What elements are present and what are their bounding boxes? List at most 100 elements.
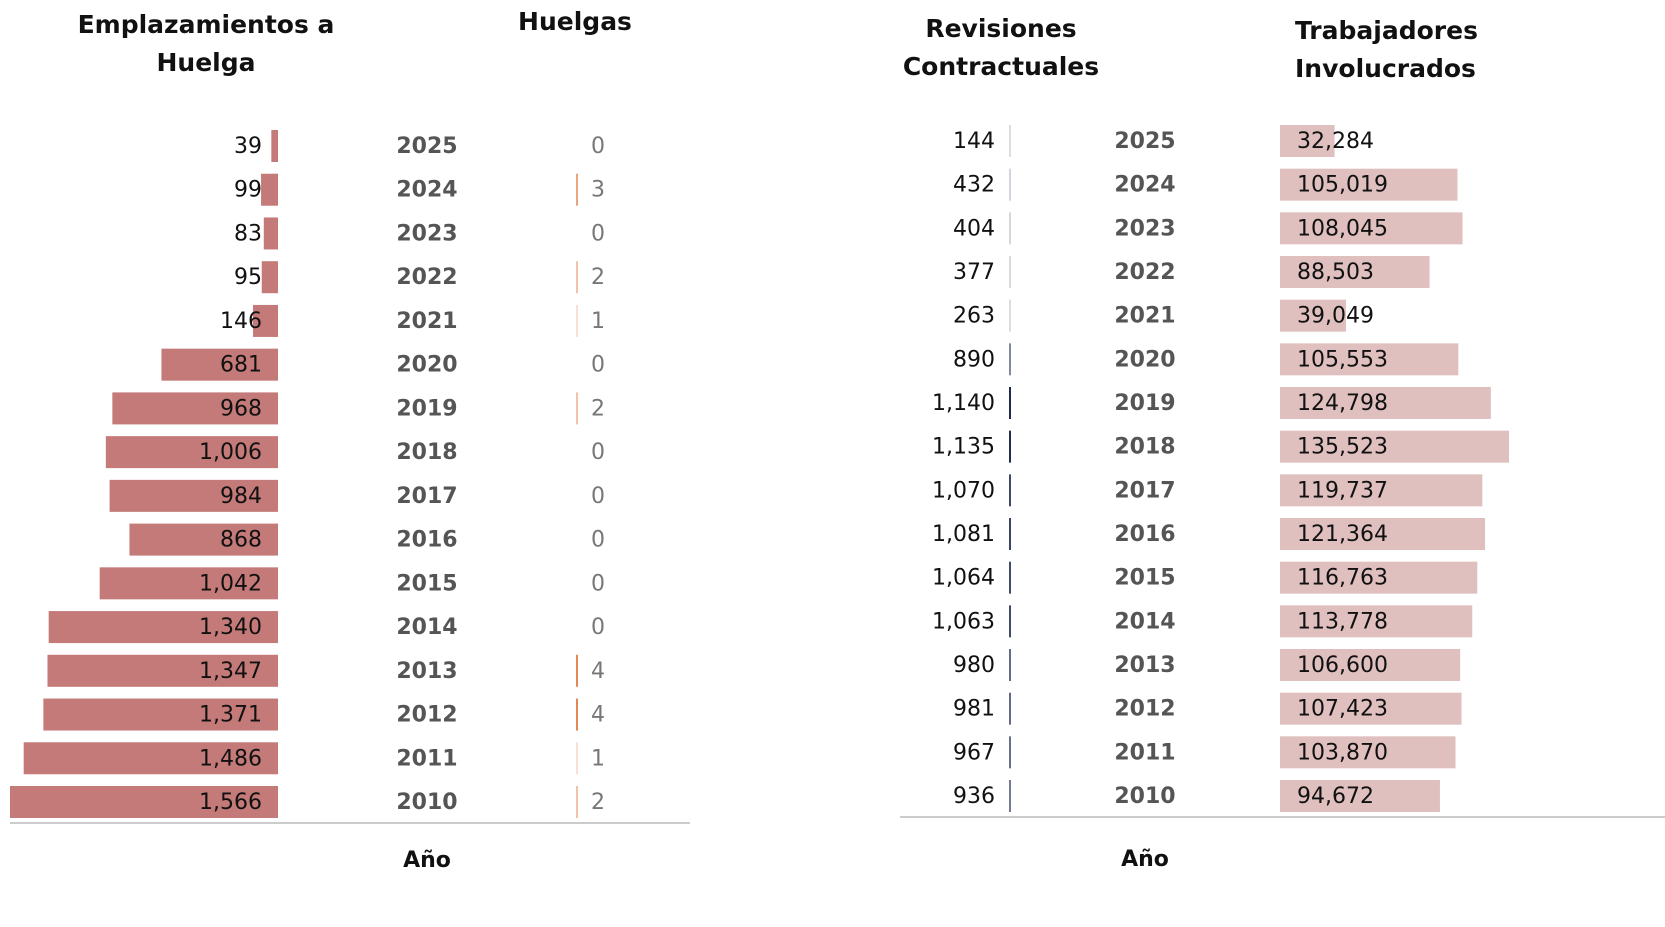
column-title: Huelgas: [518, 7, 632, 36]
bar: [576, 173, 578, 206]
data-label: 94,672: [1297, 784, 1374, 809]
data-label: 121,364: [1297, 522, 1388, 547]
data-label: 1,347: [199, 659, 262, 684]
bar: [1280, 343, 1459, 376]
y-category-label: 2010: [1114, 784, 1175, 809]
bar: [576, 654, 578, 687]
y-category-label: 2024: [396, 178, 457, 203]
data-label: 2: [591, 396, 605, 421]
bar: [1009, 212, 1011, 245]
bar: [261, 261, 278, 294]
data-label: 124,798: [1297, 391, 1388, 416]
data-label: 681: [220, 353, 262, 378]
y-category-label: 2017: [1114, 478, 1175, 503]
data-label: 39: [234, 134, 262, 159]
data-label: 113,778: [1297, 609, 1388, 634]
bar: [576, 130, 578, 162]
bar: [1280, 474, 1483, 507]
bar: [1009, 780, 1011, 812]
data-label: 95: [234, 265, 262, 290]
column-title: Emplazamientos a Huelga: [77, 10, 335, 77]
data-label: 1,006: [199, 440, 262, 465]
data-label: 1,340: [199, 615, 262, 640]
y-category-label: 2012: [1114, 697, 1175, 722]
data-label: 0: [591, 353, 605, 378]
bar: [105, 436, 279, 469]
bar: [112, 392, 278, 425]
data-label: 984: [220, 484, 262, 509]
y-category-label: 2018: [1114, 435, 1175, 460]
bar: [1280, 605, 1473, 638]
bar: [161, 348, 278, 381]
y-category-label: 2013: [396, 659, 457, 684]
data-label: 1,042: [199, 571, 262, 596]
bar: [576, 392, 578, 425]
y-category-label: 2011: [1114, 740, 1175, 765]
y-category-label: 2019: [1114, 391, 1175, 416]
data-label: 1,070: [932, 478, 995, 503]
data-label: 107,423: [1297, 697, 1388, 722]
bar: [1009, 299, 1011, 332]
data-label: 432: [953, 173, 995, 198]
y-category-label: 2013: [1114, 653, 1175, 678]
data-label: 105,019: [1297, 173, 1388, 198]
bar: [1009, 387, 1011, 419]
bar: [1280, 736, 1456, 769]
y-category-label: 2022: [396, 265, 457, 290]
bar: [1280, 561, 1478, 594]
y-category-label: 2015: [396, 571, 457, 596]
bar: [576, 480, 578, 512]
data-label: 1: [591, 746, 605, 771]
bar: [129, 523, 278, 556]
bar: [1009, 561, 1011, 594]
y-category-label: 2022: [1114, 260, 1175, 285]
y-category-label: 2021: [1114, 304, 1175, 329]
data-label: 1,566: [199, 790, 262, 815]
bar: [576, 436, 578, 468]
bar: [23, 742, 278, 775]
data-label: 1,063: [932, 609, 995, 634]
data-label: 119,737: [1297, 478, 1388, 503]
bar: [1009, 649, 1011, 681]
data-label: 116,763: [1297, 566, 1388, 591]
bar: [1280, 256, 1430, 288]
data-label: 263: [953, 304, 995, 329]
y-category-label: 2016: [1114, 522, 1175, 547]
data-label: 967: [953, 740, 995, 765]
y-category-label: 2023: [1114, 216, 1175, 241]
bar: [576, 611, 578, 643]
y-category-label: 2014: [1114, 609, 1175, 634]
y-category-label: 2012: [396, 703, 457, 728]
column-title: Trabajadores Involucrados: [1295, 16, 1478, 83]
y-category-label: 2015: [1114, 566, 1175, 591]
column-title: Revisiones Contractuales: [902, 14, 1100, 81]
data-label: 146: [220, 309, 262, 334]
bar: [1009, 518, 1011, 550]
data-label: 0: [591, 484, 605, 509]
y-category-label: 2018: [396, 440, 457, 465]
bar: [1280, 125, 1335, 157]
data-label: 39,049: [1297, 304, 1374, 329]
data-label: 404: [953, 216, 995, 241]
bar: [263, 217, 278, 250]
bar: [1009, 736, 1011, 769]
data-label: 1: [591, 309, 605, 334]
bar: [576, 524, 578, 556]
data-label: 0: [591, 528, 605, 553]
y-category-label: 2024: [1114, 173, 1175, 198]
data-label: 99: [234, 178, 262, 203]
data-label: 108,045: [1297, 216, 1388, 241]
data-label: 890: [953, 347, 995, 372]
y-category-label: 2016: [396, 528, 457, 553]
bar: [261, 173, 278, 206]
bar: [1009, 430, 1011, 463]
data-label: 4: [591, 659, 605, 684]
bar: [1280, 692, 1462, 725]
data-label: 105,553: [1297, 347, 1388, 372]
bar: [576, 304, 578, 337]
bar: [1280, 430, 1509, 463]
bar: [1009, 605, 1011, 638]
data-label: 3: [591, 178, 605, 203]
